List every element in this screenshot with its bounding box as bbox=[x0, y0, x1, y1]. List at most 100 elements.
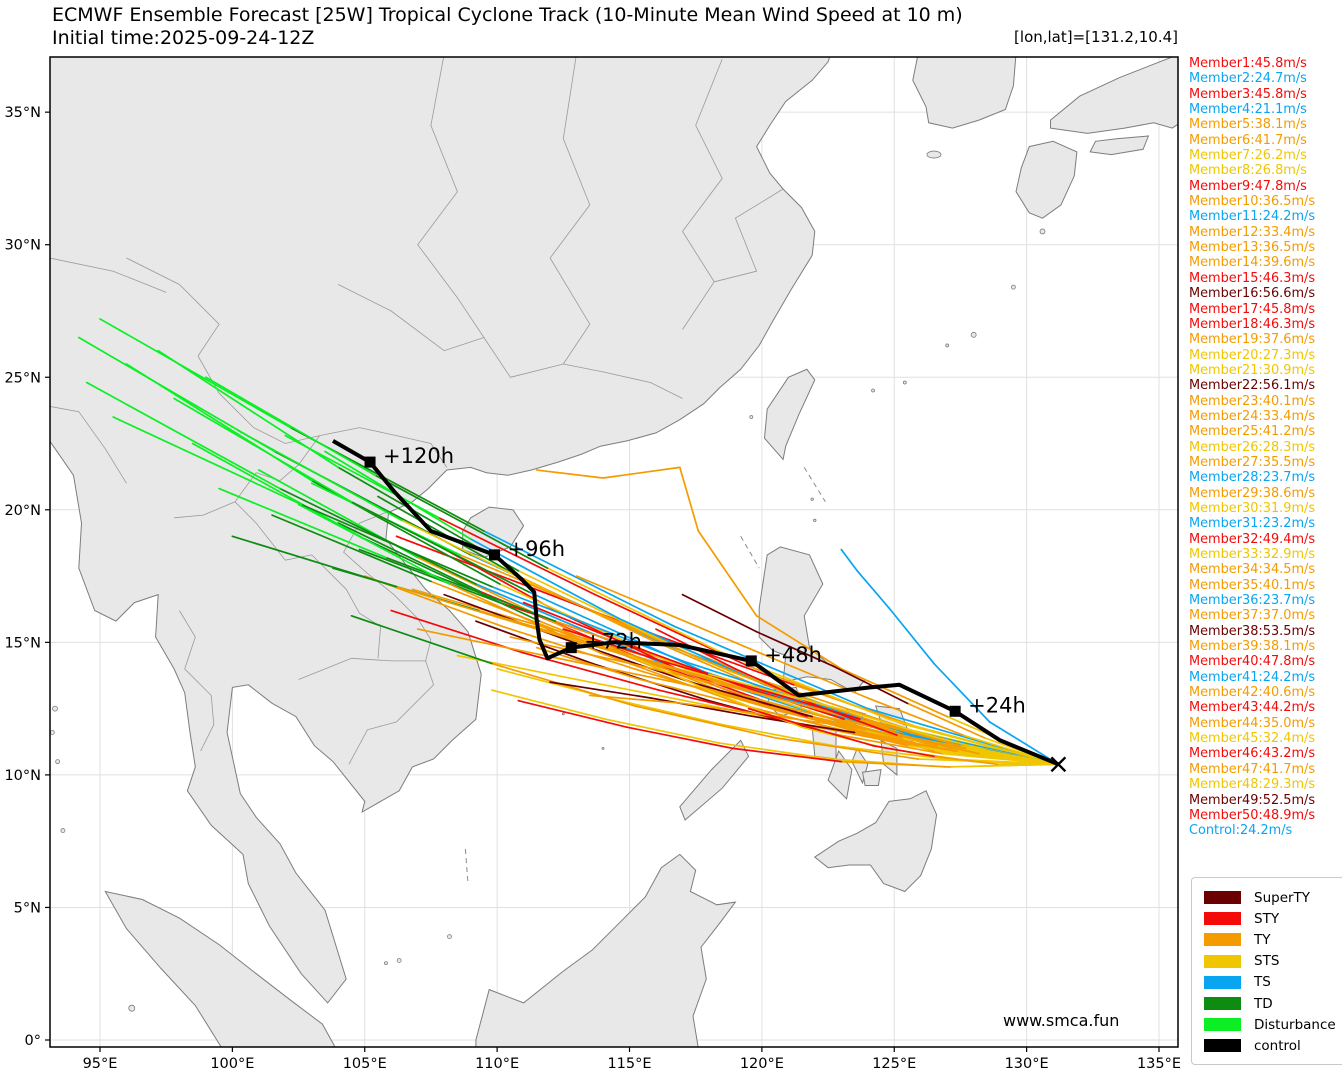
legend-label: TY bbox=[1254, 931, 1271, 948]
member-list-item: Member46:43.2m/s bbox=[1189, 746, 1316, 762]
member-list-item: Member21:30.9m/s bbox=[1189, 362, 1316, 378]
legend-label: control bbox=[1254, 1037, 1301, 1054]
x-tick-label: 135°E bbox=[1137, 1056, 1181, 1072]
x-tick-label: 105°E bbox=[343, 1056, 387, 1072]
legend-label: STS bbox=[1254, 953, 1280, 970]
x-tick-label: 130°E bbox=[1005, 1056, 1049, 1072]
member-list-item: Member4:21.1m/s bbox=[1189, 102, 1307, 118]
y-tick-label: 20°N bbox=[4, 503, 41, 519]
x-tick-label: 95°E bbox=[83, 1056, 118, 1072]
ensemble-tracks bbox=[77, 318, 1060, 768]
member-list-item: Member49:52.5m/s bbox=[1189, 792, 1316, 808]
legend-swatch-ts bbox=[1204, 975, 1241, 989]
member-list-item: Member17:45.8m/s bbox=[1189, 301, 1316, 317]
forecast-hour-marker bbox=[565, 642, 577, 654]
page-title: ECMWF Ensemble Forecast [25W] Tropical C… bbox=[52, 4, 963, 26]
legend-item: STY bbox=[1204, 908, 1342, 929]
control-list-item: Control:24.2m/s bbox=[1189, 823, 1293, 839]
y-tick-label: 15°N bbox=[4, 635, 41, 651]
member-list-item: Member1:45.8m/s bbox=[1189, 56, 1307, 71]
member-list-item: Member42:40.6m/s bbox=[1189, 685, 1316, 701]
watermark: www.smca.fun bbox=[1003, 1011, 1120, 1030]
y-tick-label: 30°N bbox=[4, 238, 41, 254]
forecast-hour-label: +72h bbox=[584, 630, 642, 654]
member-list-item: Member27:35.5m/s bbox=[1189, 454, 1316, 470]
member-track bbox=[517, 699, 1060, 768]
member-list-item: Member38:53.5m/s bbox=[1189, 623, 1316, 639]
forecast-hour-label: +48h bbox=[764, 643, 822, 667]
legend-item: STS bbox=[1204, 951, 1342, 972]
member-list-item: Member9:47.8m/s bbox=[1189, 178, 1307, 194]
member-list-item: Member35:40.1m/s bbox=[1189, 577, 1316, 593]
member-list-item: Member23:40.1m/s bbox=[1189, 393, 1316, 409]
landmasses bbox=[50, 57, 1178, 1047]
member-list-item: Member20:27.3m/s bbox=[1189, 347, 1316, 363]
legend-item: TY bbox=[1204, 929, 1342, 950]
member-list-item: Member43:44.2m/s bbox=[1189, 700, 1316, 716]
member-list-item: Member31:23.2m/s bbox=[1189, 516, 1316, 532]
member-list-item: Member12:33.4m/s bbox=[1189, 224, 1316, 240]
member-list-item: Member7:26.2m/s bbox=[1189, 148, 1307, 164]
member-list-item: Member19:37.6m/s bbox=[1189, 332, 1316, 348]
member-track bbox=[840, 548, 1060, 766]
forecast-hour-label: +24h bbox=[968, 693, 1026, 717]
legend-item: control bbox=[1204, 1035, 1342, 1056]
member-list-item: Member39:38.1m/s bbox=[1189, 639, 1316, 655]
y-tick-label: 25°N bbox=[4, 370, 41, 386]
legend-label: STY bbox=[1254, 910, 1280, 927]
map-layers: +24h +48h +72h +96h +120h bbox=[50, 57, 1178, 1047]
member-list-item: Member6:41.7m/s bbox=[1189, 132, 1307, 148]
legend-swatch-superty bbox=[1204, 891, 1241, 905]
forecast-hour-marker bbox=[488, 549, 500, 561]
map-frame bbox=[49, 56, 1179, 1048]
legend-item: TS bbox=[1204, 972, 1342, 993]
y-tick-label: 10°N bbox=[4, 768, 41, 784]
member-list-item: Member34:34.5m/s bbox=[1189, 562, 1316, 578]
legend-item: SuperTY bbox=[1204, 887, 1342, 908]
member-list-item: Member29:38.6m/s bbox=[1189, 485, 1316, 501]
member-list-item: Member32:49.4m/s bbox=[1189, 531, 1316, 547]
member-list-item: Member24:33.4m/s bbox=[1189, 408, 1316, 424]
member-list-item: Member26:28.3m/s bbox=[1189, 439, 1316, 455]
legend-label: TD bbox=[1254, 995, 1273, 1012]
forecast-hour-label: +120h bbox=[383, 444, 454, 468]
y-tick-label: 5°N bbox=[14, 900, 41, 916]
member-track bbox=[708, 673, 1060, 766]
forecast-hour-marker bbox=[949, 705, 961, 717]
legend-swatch-sty bbox=[1204, 912, 1241, 926]
member-track bbox=[747, 707, 1060, 766]
member-list-item: Member5:38.1m/s bbox=[1189, 117, 1307, 133]
member-list-item: Member10:36.5m/s bbox=[1189, 194, 1316, 210]
legend-swatch-ty bbox=[1204, 933, 1241, 947]
member-list-item: Member16:56.6m/s bbox=[1189, 286, 1316, 302]
control-track: +24h +48h +72h +96h +120h bbox=[332, 439, 1067, 773]
member-list-item: Member25:41.2m/s bbox=[1189, 424, 1316, 440]
initial-time-label: Initial time:2025-09-24-12Z bbox=[52, 27, 315, 49]
forecast-hour-label: +96h bbox=[507, 537, 565, 561]
legend-swatch-control bbox=[1204, 1039, 1241, 1053]
member-list-item: Member47:41.7m/s bbox=[1189, 761, 1316, 777]
member-list-item: Member30:31.9m/s bbox=[1189, 500, 1316, 516]
legend-swatch-disturbance bbox=[1204, 1018, 1241, 1032]
legend-swatch-sts bbox=[1204, 954, 1241, 968]
member-list-item: Member22:56.1m/s bbox=[1189, 378, 1316, 394]
member-list-item: Member14:39.6m/s bbox=[1189, 255, 1316, 271]
forecast-hour-marker bbox=[745, 655, 757, 667]
category-legend: SuperTY STY TY STS TS TD Disturbance control bbox=[1191, 877, 1342, 1065]
legend-label: SuperTY bbox=[1254, 889, 1311, 906]
forecast-hour-marker bbox=[364, 456, 376, 468]
x-tick-label: 100°E bbox=[210, 1056, 254, 1072]
x-tick-label: 120°E bbox=[740, 1056, 784, 1072]
y-tick-label: 35°N bbox=[4, 105, 41, 121]
country-borders bbox=[50, 57, 826, 884]
legend-swatch-td bbox=[1204, 997, 1241, 1011]
genesis-x-marker bbox=[1050, 756, 1067, 773]
member-track bbox=[535, 466, 1060, 766]
member-list-item: Member13:36.5m/s bbox=[1189, 240, 1316, 256]
member-list-item: Member44:35.0m/s bbox=[1189, 715, 1316, 731]
y-tick-label: 0° bbox=[25, 1033, 41, 1049]
legend-label: TS bbox=[1254, 974, 1271, 991]
x-tick-label: 125°E bbox=[872, 1056, 916, 1072]
